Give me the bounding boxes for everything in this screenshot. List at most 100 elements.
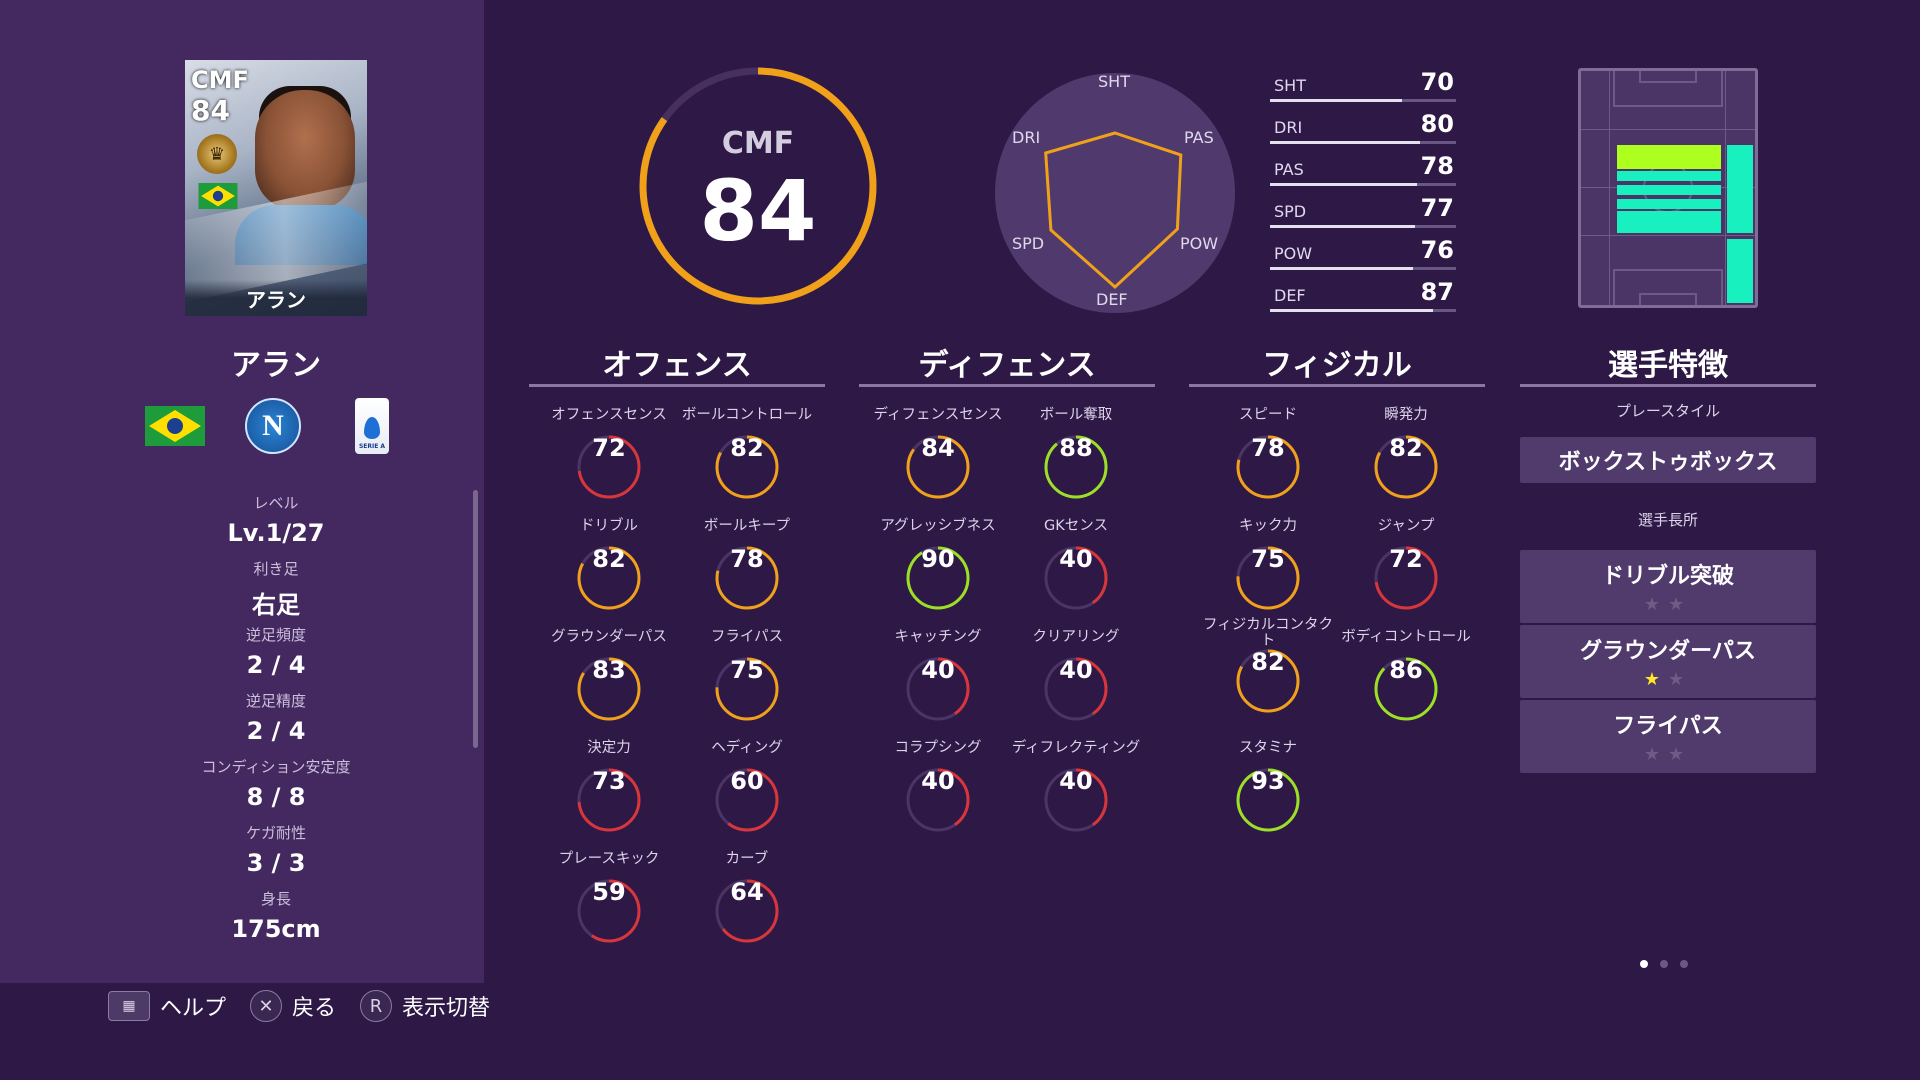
info-level: レベル Lv.1/27: [227, 494, 325, 547]
stat-ring-arc: [715, 768, 779, 832]
playstyle-label: プレースタイル: [1615, 402, 1721, 420]
stat-ring-arc: [1044, 657, 1108, 721]
stat-ring-arc: [1044, 435, 1108, 499]
bar-pas: PAS 78: [1270, 150, 1456, 192]
back-label[interactable]: 戻る: [292, 996, 337, 1021]
stat-speed: スピード 78: [1199, 406, 1337, 500]
toggle-button-icon[interactable]: R: [360, 990, 393, 1022]
stat-ring-arc: [577, 768, 641, 832]
strength-item[interactable]: グラウンダーパス ★★: [1520, 625, 1816, 698]
stat-ring: [1374, 546, 1438, 610]
stat-ring-arc: [715, 435, 779, 499]
stat-ring-arc: [906, 435, 970, 499]
player-info-list: レベル Lv.1/27 利き足 右足 逆足頻度 2 / 4 逆足精度 2 / 4 コンデ…: [0, 492, 552, 954]
stat-ring: [715, 546, 779, 610]
stat-ring-arc: [906, 546, 970, 610]
back-button-icon[interactable]: ✕: [250, 990, 283, 1022]
star-rating-icon: ★★: [1520, 744, 1816, 765]
stat-ring-arc: [1236, 546, 1300, 610]
stat-ring-arc: [715, 879, 779, 943]
stat-stamina: スタミナ 93: [1199, 739, 1337, 833]
stat-ring: [1236, 649, 1300, 713]
stat-dribbling: ドリブル 82: [540, 517, 678, 611]
info-dominant-foot: 利き足 右足: [252, 560, 300, 619]
page-indicator[interactable]: [1640, 960, 1688, 968]
radar-label-spd: SPD: [1012, 234, 1045, 253]
star-rating-icon: ★★: [1520, 594, 1816, 615]
playstyle-value[interactable]: ボックストゥボックス: [1520, 437, 1816, 483]
stat-tight-possession: ボールキープ 78: [678, 517, 816, 611]
stat-kicking-power: キック力 75: [1199, 517, 1337, 611]
info-weak-foot-usage: 逆足頻度 2 / 4: [245, 626, 306, 679]
radar-label-sht: SHT: [1098, 72, 1130, 91]
toggle-view-label[interactable]: 表示切替: [402, 996, 491, 1021]
stat-ring: [1044, 768, 1108, 832]
overall-position: CMF: [721, 126, 795, 161]
card-rating: 84: [191, 94, 230, 127]
stat-ring: [577, 435, 641, 499]
info-weak-foot-accuracy: 逆足精度 2 / 4: [245, 692, 306, 745]
stat-ring-arc: [1044, 546, 1108, 610]
stat-place-kicking: プレースキック 59: [540, 850, 678, 944]
stat-ring-arc: [577, 879, 641, 943]
overall-rating: 84: [699, 162, 817, 260]
zone-right-back: [1727, 239, 1753, 303]
bar-def: DEF 87: [1270, 276, 1456, 318]
stat-ring: [906, 768, 970, 832]
stat-ring-arc: [1044, 768, 1108, 832]
traits-panel: プレースタイル ボックストゥボックス 選手長所 ドリブル突破 ★★ グラウンダー…: [1520, 400, 1816, 775]
info-scrollbar[interactable]: [473, 490, 478, 748]
overall-arc: [639, 67, 877, 305]
stat-low-pass: グラウンダーパス 83: [540, 628, 678, 722]
stat-gk-clearing: クリアリング 40: [1007, 628, 1145, 722]
stat-ring-arc: [715, 546, 779, 610]
star-icon: ★: [1643, 744, 1668, 765]
help-label[interactable]: ヘルプ: [160, 996, 227, 1021]
stat-ring: [1236, 768, 1300, 832]
stat-ball-control: ボールコントロール 82: [678, 406, 816, 500]
affiliation-crests: N SERIE A: [145, 398, 407, 458]
stat-ring-arc: [1374, 546, 1438, 610]
star-icon: ★: [1668, 744, 1693, 765]
league-crest-icon: SERIE A: [355, 398, 389, 454]
stat-ring-arc: [1236, 768, 1300, 832]
section-divider-defense: [859, 384, 1155, 387]
club-crest-icon: N: [245, 398, 301, 454]
stat-ring: [906, 435, 970, 499]
section-title-physical: フィジカル: [1262, 348, 1412, 383]
brazil-flag-icon: [198, 183, 238, 209]
stat-ring-arc: [577, 435, 641, 499]
star-rating-icon: ★★: [1520, 669, 1816, 690]
stat-ring: [577, 768, 641, 832]
page-dot-3[interactable]: [1680, 960, 1688, 968]
trophy-badge-icon: ♛: [197, 134, 237, 174]
stat-ring-arc: [577, 657, 641, 721]
section-title-traits: 選手特徴: [1608, 348, 1728, 383]
touchpad-button-icon[interactable]: ▦: [108, 991, 150, 1021]
stat-acceleration: 瞬発力 82: [1337, 406, 1475, 500]
section-divider-physical: [1189, 384, 1485, 387]
strength-item[interactable]: ドリブル突破 ★★: [1520, 550, 1816, 623]
info-form: コンディション安定度 8 / 8: [201, 758, 351, 811]
stat-gk-reach: ディフレクティング 40: [1007, 739, 1145, 833]
section-divider-traits: [1520, 384, 1816, 387]
radar-shape: [1044, 131, 1183, 290]
page-dot-1[interactable]: [1640, 960, 1648, 968]
stat-ring: [715, 435, 779, 499]
page-dot-2[interactable]: [1660, 960, 1668, 968]
bar-pow: POW 76: [1270, 234, 1456, 276]
stat-ring-arc: [906, 768, 970, 832]
radar-chart: SHT PAS POW DEF SPD DRI: [990, 68, 1240, 318]
stat-ring: [577, 546, 641, 610]
bar-dri: DRI 80: [1270, 108, 1456, 150]
radar-label-dri: DRI: [1012, 128, 1041, 147]
stat-offensive-awareness: オフェンスセンス 72: [540, 406, 678, 500]
stat-ring: [906, 657, 970, 721]
section-divider-offense: [529, 384, 825, 387]
star-icon: ★: [1643, 594, 1668, 615]
card-name: アラン: [185, 280, 367, 316]
stat-ring: [1374, 435, 1438, 499]
player-card: CMF 84 ♛ アラン: [185, 60, 367, 316]
strength-item[interactable]: フライパス ★★: [1520, 700, 1816, 773]
zone-cmf: [1617, 171, 1721, 211]
